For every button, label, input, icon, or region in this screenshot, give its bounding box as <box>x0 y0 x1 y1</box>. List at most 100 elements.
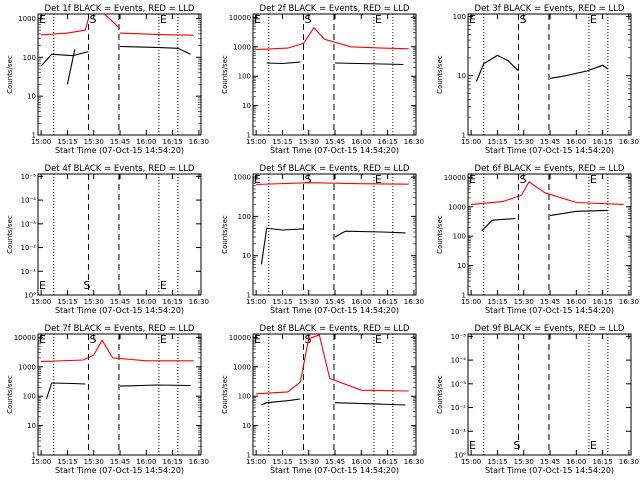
x-tick-label: 16:15 <box>163 458 183 466</box>
events-series-line <box>66 49 76 85</box>
y-tick-label: 1000 <box>18 15 36 23</box>
x-tick-label: 15:30 <box>84 138 104 146</box>
x-axis-label: Start Time (07-Oct-15 14:54:20) <box>55 306 184 315</box>
x-axis-label: Start Time (07-Oct-15 14:54:20) <box>485 306 614 315</box>
panel-title: Det 3f BLACK = Events, RED = LLD <box>475 4 625 14</box>
x-tick-label: 15:00 <box>31 298 51 306</box>
events-series-line <box>40 51 89 67</box>
y-axis-label: Counts/sec <box>436 375 444 414</box>
y-tick-label: 100 <box>23 54 36 62</box>
plot-frame <box>467 173 632 296</box>
y-tick-label: 100 <box>238 73 251 81</box>
y-axis-label: Counts/sec <box>221 215 229 254</box>
marker-e-right: E <box>375 13 382 26</box>
y-tick-label: 10000 <box>229 334 251 342</box>
x-tick-label: 15:45 <box>110 458 130 466</box>
plot-frame <box>37 333 202 456</box>
panel-title: Det 6f BLACK = Events, RED = LLD <box>475 164 625 174</box>
y-axis-label: Counts/sec <box>436 55 444 94</box>
x-tick-label: 16:30 <box>619 458 639 466</box>
plot-frame <box>467 333 632 456</box>
marker-s: S <box>519 13 526 26</box>
detector-panel-9: Det 9f BLACK = Events, RED = LLD 10⁰ 10⁻¹ 1… <box>436 324 639 475</box>
y-tick-label: 1000 <box>233 174 251 182</box>
x-tick-label: 15:30 <box>514 298 534 306</box>
y-tick-label: 10⁻² <box>21 244 37 252</box>
x-tick-label: 16:30 <box>619 298 639 306</box>
marker-e-right: E <box>160 333 167 346</box>
y-axis-label: Counts/sec <box>6 55 14 94</box>
y-tick-label: 100 <box>23 393 36 401</box>
x-axis-label: Start Time (07-Oct-15 14:54:20) <box>485 146 614 155</box>
marker-e-right: E <box>160 13 167 26</box>
marker-e-right: E <box>590 13 597 26</box>
marker-s: S <box>304 333 311 346</box>
y-tick-label: 10⁻³ <box>451 380 467 388</box>
events-series-line <box>260 227 304 265</box>
x-tick-label: 15:00 <box>31 138 51 146</box>
y-tick-label: 10⁻² <box>451 404 467 412</box>
marker-s: S <box>304 13 311 26</box>
events-series-line <box>549 209 608 217</box>
x-tick-label: 15:45 <box>540 298 560 306</box>
lld-series-line <box>256 334 409 395</box>
y-tick-label: 10 <box>242 252 251 260</box>
y-tick-label: 1000 <box>233 363 251 371</box>
x-tick-label: 15:15 <box>487 458 507 466</box>
y-tick-label: 1 <box>462 292 466 300</box>
x-tick-label: 16:30 <box>189 458 209 466</box>
x-tick-label: 15:00 <box>246 298 266 306</box>
marker-e-right: E <box>590 173 597 186</box>
marker-s: S <box>513 439 520 452</box>
x-tick-label: 16:30 <box>189 138 209 146</box>
x-tick-label: 16:30 <box>404 298 424 306</box>
y-tick-label: 100 <box>453 233 466 241</box>
x-tick-label: 15:30 <box>84 298 104 306</box>
plot-frame <box>37 13 202 136</box>
x-tick-label: 16:30 <box>189 298 209 306</box>
plot-frame <box>37 173 202 296</box>
y-tick-label: 10000 <box>229 14 251 22</box>
panel-title: Det 5f BLACK = Events, RED = LLD <box>260 164 410 174</box>
y-tick-label: 10⁻⁵ <box>451 333 467 341</box>
x-tick-label: 16:00 <box>136 298 156 306</box>
x-axis-label: Start Time (07-Oct-15 14:54:20) <box>270 146 399 155</box>
y-tick-label: 10 <box>242 102 251 110</box>
events-series-line <box>334 62 404 66</box>
events-series-line <box>261 398 301 406</box>
y-tick-label: 10⁻³ <box>21 220 37 228</box>
lld-series-line <box>119 32 194 36</box>
x-tick-label: 15:15 <box>272 138 292 146</box>
lld-series-line <box>41 339 194 363</box>
marker-s: S <box>519 173 526 186</box>
panel-title: Det 2f BLACK = Events, RED = LLD <box>260 4 410 14</box>
x-axis-label: Start Time (07-Oct-15 14:54:20) <box>55 466 184 475</box>
marker-e-left: E <box>254 333 261 346</box>
marker-e-left: E <box>254 173 261 186</box>
x-tick-label: 16:15 <box>378 458 398 466</box>
x-tick-label: 15:00 <box>461 138 481 146</box>
y-tick-label: 1 <box>247 452 251 460</box>
x-tick-label: 16:00 <box>136 458 156 466</box>
x-tick-label: 16:30 <box>404 138 424 146</box>
x-tick-label: 15:45 <box>325 298 345 306</box>
x-tick-label: 15:45 <box>110 138 130 146</box>
x-tick-label: 16:00 <box>351 458 371 466</box>
y-tick-label: 10⁰ <box>24 292 36 300</box>
x-tick-label: 15:15 <box>57 458 77 466</box>
y-tick-label: 10 <box>242 422 251 430</box>
panel-title: Det 7f BLACK = Events, RED = LLD <box>45 324 195 334</box>
x-tick-label: 15:30 <box>299 458 319 466</box>
x-tick-label: 16:00 <box>351 138 371 146</box>
detector-panel-4: Det 4f BLACK = Events, RED = LLD 10⁰ 10⁻¹ 1… <box>6 164 209 315</box>
x-tick-label: 15:15 <box>487 298 507 306</box>
y-tick-label: 1 <box>462 132 466 140</box>
y-tick-label: 10 <box>457 262 466 270</box>
x-tick-label: 16:00 <box>566 138 586 146</box>
x-tick-label: 15:00 <box>246 138 266 146</box>
y-tick-label: 1 <box>32 132 36 140</box>
lld-series-line <box>102 14 121 29</box>
x-tick-label: 16:15 <box>378 138 398 146</box>
detector-panel-8: Det 8f BLACK = Events, RED = LLD 1 10 100 10… <box>221 324 424 475</box>
y-axis-label: Counts/sec <box>221 375 229 414</box>
